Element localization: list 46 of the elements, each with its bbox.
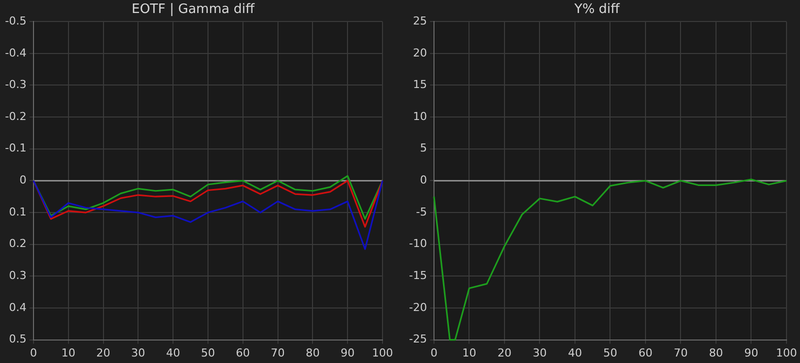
y-tick-label: -10 (409, 237, 427, 250)
y-tick-label: -0.3 (4, 78, 26, 92)
y-tick-label: 20 (412, 46, 427, 60)
y-tick-label: 0.4 (8, 300, 26, 314)
y-tick-label: 10 (412, 110, 427, 123)
x-tick-label: 0 (30, 346, 37, 360)
x-tick-label: 80 (306, 346, 320, 360)
x-tick-label: 10 (61, 346, 76, 360)
x-tick-label: 50 (200, 346, 215, 360)
x-tick-label: 90 (744, 346, 758, 360)
y-tick-label: -25 (409, 332, 427, 346)
x-tick-label: 20 (497, 346, 512, 360)
y-tick-label: -0.2 (4, 110, 26, 123)
y-tick-label: -5 (416, 205, 427, 218)
x-tick-label: 0 (430, 346, 438, 360)
x-tick-label: 90 (340, 346, 355, 360)
y-tick-label: 5 (420, 142, 427, 155)
x-tick-label: 60 (236, 346, 250, 360)
x-tick-label: 50 (603, 346, 618, 360)
y-tick-label: 0.1 (8, 205, 26, 218)
y-tick-label: 0.2 (8, 237, 26, 250)
y-tick-label: -0.5 (4, 14, 26, 28)
x-tick-label: 100 (776, 346, 797, 360)
chart-title: EOTF | Gamma diff (132, 2, 256, 18)
x-tick-label: 20 (96, 346, 110, 360)
y-tick-label: 0.5 (8, 332, 26, 346)
y-tick-label: 0.3 (8, 269, 26, 282)
x-tick-label: 60 (638, 346, 652, 360)
y-tick-label: -0.1 (4, 142, 26, 155)
y-tick-label: 0 (420, 174, 427, 187)
x-tick-label: 40 (166, 346, 180, 360)
x-tick-label: 70 (270, 346, 285, 360)
x-tick-label: 100 (372, 346, 393, 360)
y-tick-label: -0.4 (4, 46, 26, 60)
chart-title: Y% diff (573, 2, 621, 18)
x-tick-label: 40 (568, 346, 582, 360)
y-tick-label: -20 (409, 300, 427, 314)
x-tick-label: 10 (462, 346, 476, 360)
x-tick-label: 30 (131, 346, 146, 360)
x-tick-label: 30 (532, 346, 547, 360)
y-tick-label: 15 (412, 78, 427, 92)
y-tick-label: 0 (19, 174, 26, 187)
y-tick-label: 25 (412, 14, 427, 28)
x-tick-label: 70 (674, 346, 688, 360)
x-tick-label: 80 (708, 346, 723, 360)
y-tick-label: -15 (409, 269, 427, 282)
